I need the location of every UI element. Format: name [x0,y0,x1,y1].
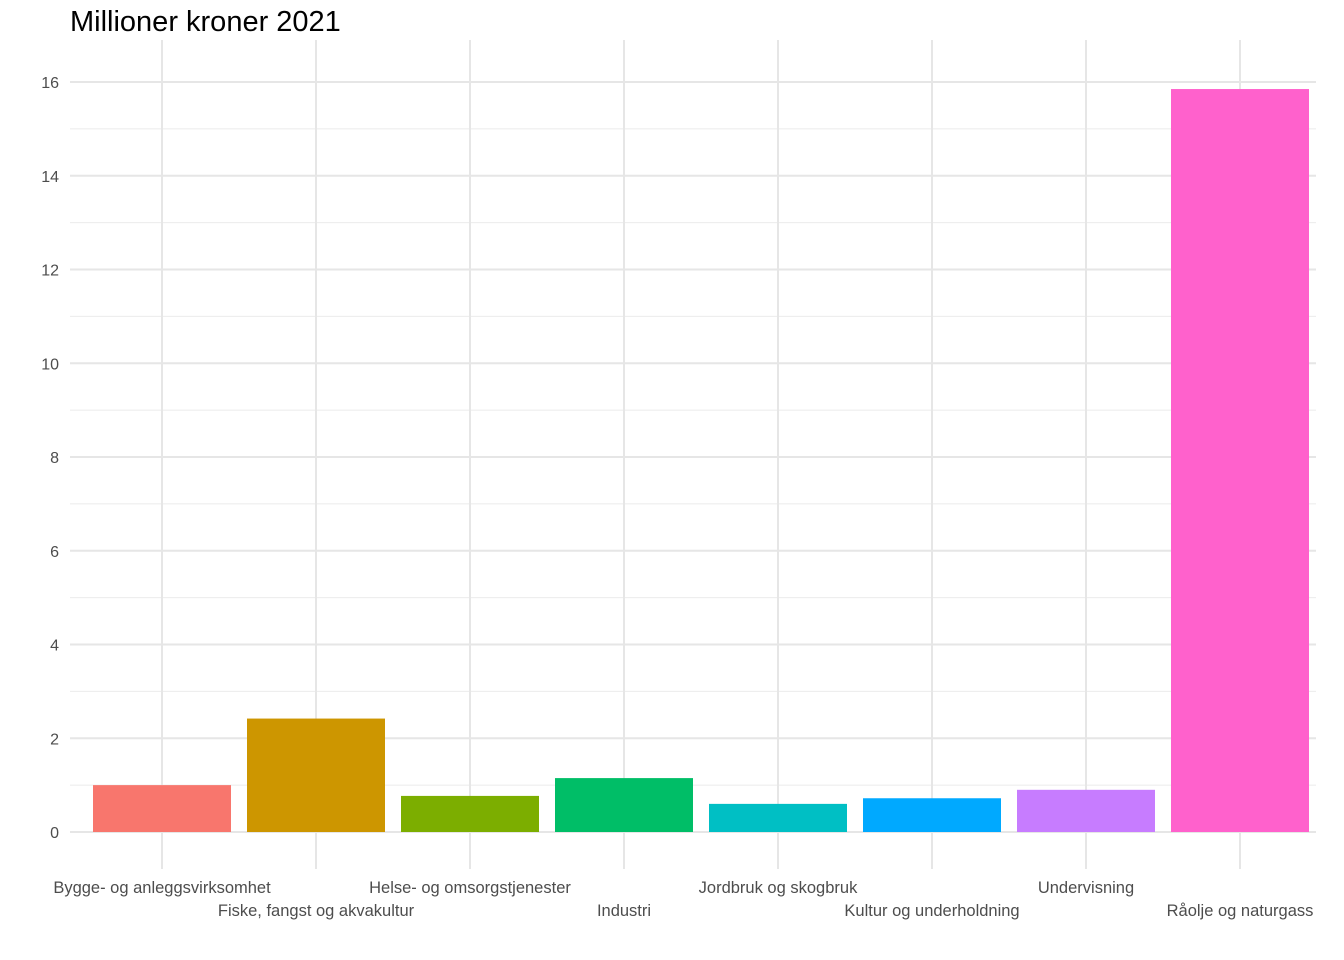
x-tick-label: Jordbruk og skogbruk [699,879,858,897]
chart-title: Millioner kroner 2021 [70,6,341,38]
y-axis-ticks: 0 2 4 6 8 10 12 14 16 [41,75,59,842]
y-tick-label: 6 [50,544,59,561]
y-tick-label: 2 [50,731,59,748]
y-tick-label: 0 [50,825,59,842]
bars [93,89,1309,832]
y-tick-label: 12 [41,263,59,280]
bar [709,803,847,832]
x-tick-label: Råolje og naturgass [1167,902,1314,920]
y-tick-label: 10 [41,356,59,373]
bar [1171,89,1309,832]
x-tick-label: Bygge- og anleggsvirksomhet [53,879,271,897]
y-tick-label: 16 [41,75,59,92]
bar [247,718,385,832]
x-axis-labels: Bygge- og anleggsvirksomhet Fiske, fangst… [53,879,1313,920]
y-tick-label: 14 [41,169,59,186]
bar [863,798,1001,832]
y-tick-label: 4 [50,638,59,655]
x-tick-label: Industri [597,902,651,920]
bar [1017,789,1155,832]
x-tick-label: Helse- og omsorgstjenester [369,879,571,897]
x-tick-label: Fiske, fangst og akvakultur [218,902,415,920]
x-tick-label: Undervisning [1038,879,1134,897]
x-tick-label: Kultur og underholdning [844,902,1019,920]
bar [555,778,693,832]
bar [93,785,231,832]
bar [401,795,539,832]
y-tick-label: 8 [50,450,59,467]
